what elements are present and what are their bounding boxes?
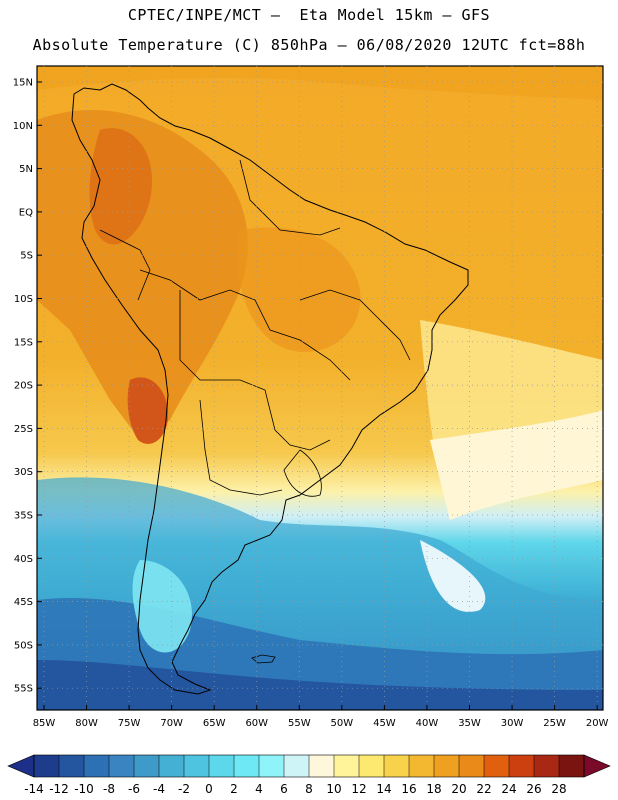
lon-label: 25W <box>543 718 566 729</box>
temperature-field <box>37 66 603 710</box>
country-border <box>99 229 151 301</box>
colorbar-label: 12 <box>351 782 366 796</box>
lat-label: 35S <box>14 511 33 522</box>
colorbar-swatch <box>84 755 110 777</box>
colorbar-swatch <box>409 755 435 777</box>
plot-frame <box>36 65 604 711</box>
colorbar-label: -2 <box>178 782 190 796</box>
colorbar-label: -12 <box>49 782 69 796</box>
colorbar-label: 20 <box>451 782 466 796</box>
lat-label: EQ <box>19 207 33 218</box>
colorbar-under-arrow <box>7 754 35 778</box>
colorbar-label: -6 <box>128 782 140 796</box>
lat-label: 25S <box>14 424 33 435</box>
colorbar-label: 6 <box>280 782 288 796</box>
latitude-axis: 15N 10N 5N EQ 5S 10S 15S 20S 25S 30S 35S 40S 45S 50S 5… <box>13 78 42 695</box>
lon-label: 35W <box>458 718 481 729</box>
colorbar-swatch <box>509 755 535 777</box>
lon-label: 50W <box>331 718 354 729</box>
falklands-outline <box>251 654 276 664</box>
colorbar-label: -14 <box>24 782 44 796</box>
country-border <box>199 399 283 496</box>
lon-label: 60W <box>245 718 268 729</box>
colorbar-swatch <box>484 755 510 777</box>
lon-label: 65W <box>203 718 226 729</box>
colorbar-swatch <box>209 755 235 777</box>
colorbar-label: 24 <box>501 782 516 796</box>
colorbar-swatch <box>434 755 460 777</box>
colorbar-label: 16 <box>401 782 416 796</box>
lon-label: 30W <box>501 718 524 729</box>
longitude-axis: 85W 80W 75W 70W 65W 60W 55W 50W 45W 40W 35W 30W 25W 2… <box>33 705 609 729</box>
colorbar-swatch <box>559 755 585 777</box>
colorbar-label: -4 <box>153 782 165 796</box>
colorbar-label: 8 <box>305 782 313 796</box>
continent-outline <box>71 83 469 695</box>
chart-title-line-2: Absolute Temperature (C) 850hPa – 06/08/… <box>32 36 586 54</box>
colorbar-swatch <box>309 755 335 777</box>
lon-label: 80W <box>75 718 98 729</box>
lat-label: 10S <box>14 294 33 305</box>
colorbar-label: 4 <box>255 782 263 796</box>
lat-label: 40S <box>14 554 33 565</box>
colorbar-swatch <box>59 755 85 777</box>
colorbar-label: 26 <box>526 782 541 796</box>
lon-label: 55W <box>288 718 311 729</box>
lat-label: 55S <box>14 684 33 695</box>
colorbar-swatch <box>359 755 385 777</box>
lat-label: 50S <box>14 640 33 651</box>
lon-label: 40W <box>416 718 439 729</box>
colorbar-swatch <box>334 755 360 777</box>
colorbar-swatch <box>134 755 160 777</box>
country-border <box>239 159 341 236</box>
colorbar-swatch <box>259 755 285 777</box>
lon-label: 75W <box>118 718 141 729</box>
country-border <box>179 290 331 451</box>
lon-label: 45W <box>373 718 396 729</box>
colorbar-swatch <box>34 755 60 777</box>
colorbar-swatch <box>459 755 485 777</box>
lat-label: 45S <box>14 597 33 608</box>
colorbar-label: -8 <box>103 782 115 796</box>
lat-label: 30S <box>14 467 33 478</box>
colorbar-label: 28 <box>551 782 566 796</box>
colorbar-swatch <box>159 755 185 777</box>
state-border <box>299 289 411 361</box>
colorbar-swatch <box>184 755 210 777</box>
lon-label: 85W <box>33 718 56 729</box>
lon-label: 70W <box>160 718 183 729</box>
lat-label: 5N <box>19 164 33 175</box>
colorbar-swatch <box>109 755 135 777</box>
country-border <box>139 269 351 381</box>
colorbar-swatch <box>534 755 560 777</box>
chart-title-line-1: CPTEC/INPE/MCT – Eta Model 15km – GFS <box>127 6 491 24</box>
colorbar-swatch <box>234 755 260 777</box>
colorbar-over-arrow <box>583 754 611 778</box>
lat-label: 5S <box>20 251 33 262</box>
lat-label: 20S <box>14 381 33 392</box>
colorbar-label: 10 <box>326 782 341 796</box>
colorbar-swatch <box>384 755 410 777</box>
lat-label: 15N <box>13 78 33 89</box>
lat-label: 15S <box>14 337 33 348</box>
colorbar-label: 18 <box>426 782 441 796</box>
uruguay-outline <box>283 449 322 497</box>
lat-label: 10N <box>13 121 33 132</box>
colorbar-label: 2 <box>230 782 238 796</box>
lon-label: 20W <box>586 718 609 729</box>
colorbar: -14 -12 -10 -8 -6 -4 -2 0 2 4 6 8 10 12 14 16 18 20 22 24 26… <box>7 754 611 796</box>
colorbar-label: 22 <box>476 782 491 796</box>
colorbar-swatch <box>284 755 310 777</box>
colorbar-label: -10 <box>74 782 94 796</box>
colorbar-label: 14 <box>376 782 391 796</box>
colorbar-label: 0 <box>205 782 213 796</box>
